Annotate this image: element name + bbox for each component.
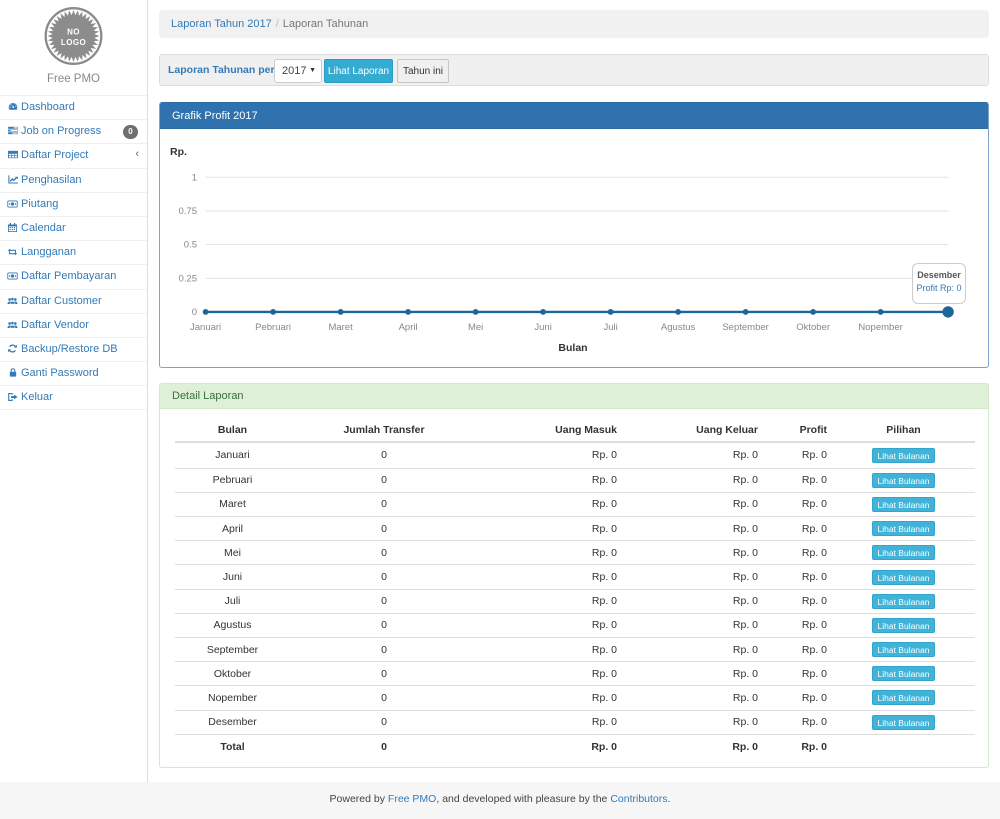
svg-text:0.5: 0.5: [184, 240, 197, 251]
svg-text:Agustus: Agustus: [661, 322, 696, 333]
svg-text:Bulan: Bulan: [558, 342, 587, 354]
svg-text:Rp.: Rp.: [170, 146, 187, 158]
svg-text:0.25: 0.25: [179, 273, 198, 284]
svg-text:Oktober: Oktober: [796, 322, 830, 333]
svg-text:April: April: [399, 322, 418, 333]
svg-text:0.75: 0.75: [179, 206, 198, 217]
svg-text:1: 1: [192, 172, 197, 183]
svg-text:Juli: Juli: [603, 322, 617, 333]
svg-text:Mei: Mei: [468, 322, 483, 333]
svg-text:September: September: [722, 322, 768, 333]
svg-text:Pebruari: Pebruari: [255, 322, 291, 333]
svg-text:LOGO: LOGO: [61, 38, 86, 47]
svg-text:NO: NO: [67, 28, 80, 37]
svg-text:0: 0: [192, 307, 197, 318]
svg-text:Nopember: Nopember: [858, 322, 902, 333]
svg-text:Januari: Januari: [190, 322, 221, 333]
svg-text:Juni: Juni: [534, 322, 551, 333]
svg-text:Maret: Maret: [328, 322, 353, 333]
